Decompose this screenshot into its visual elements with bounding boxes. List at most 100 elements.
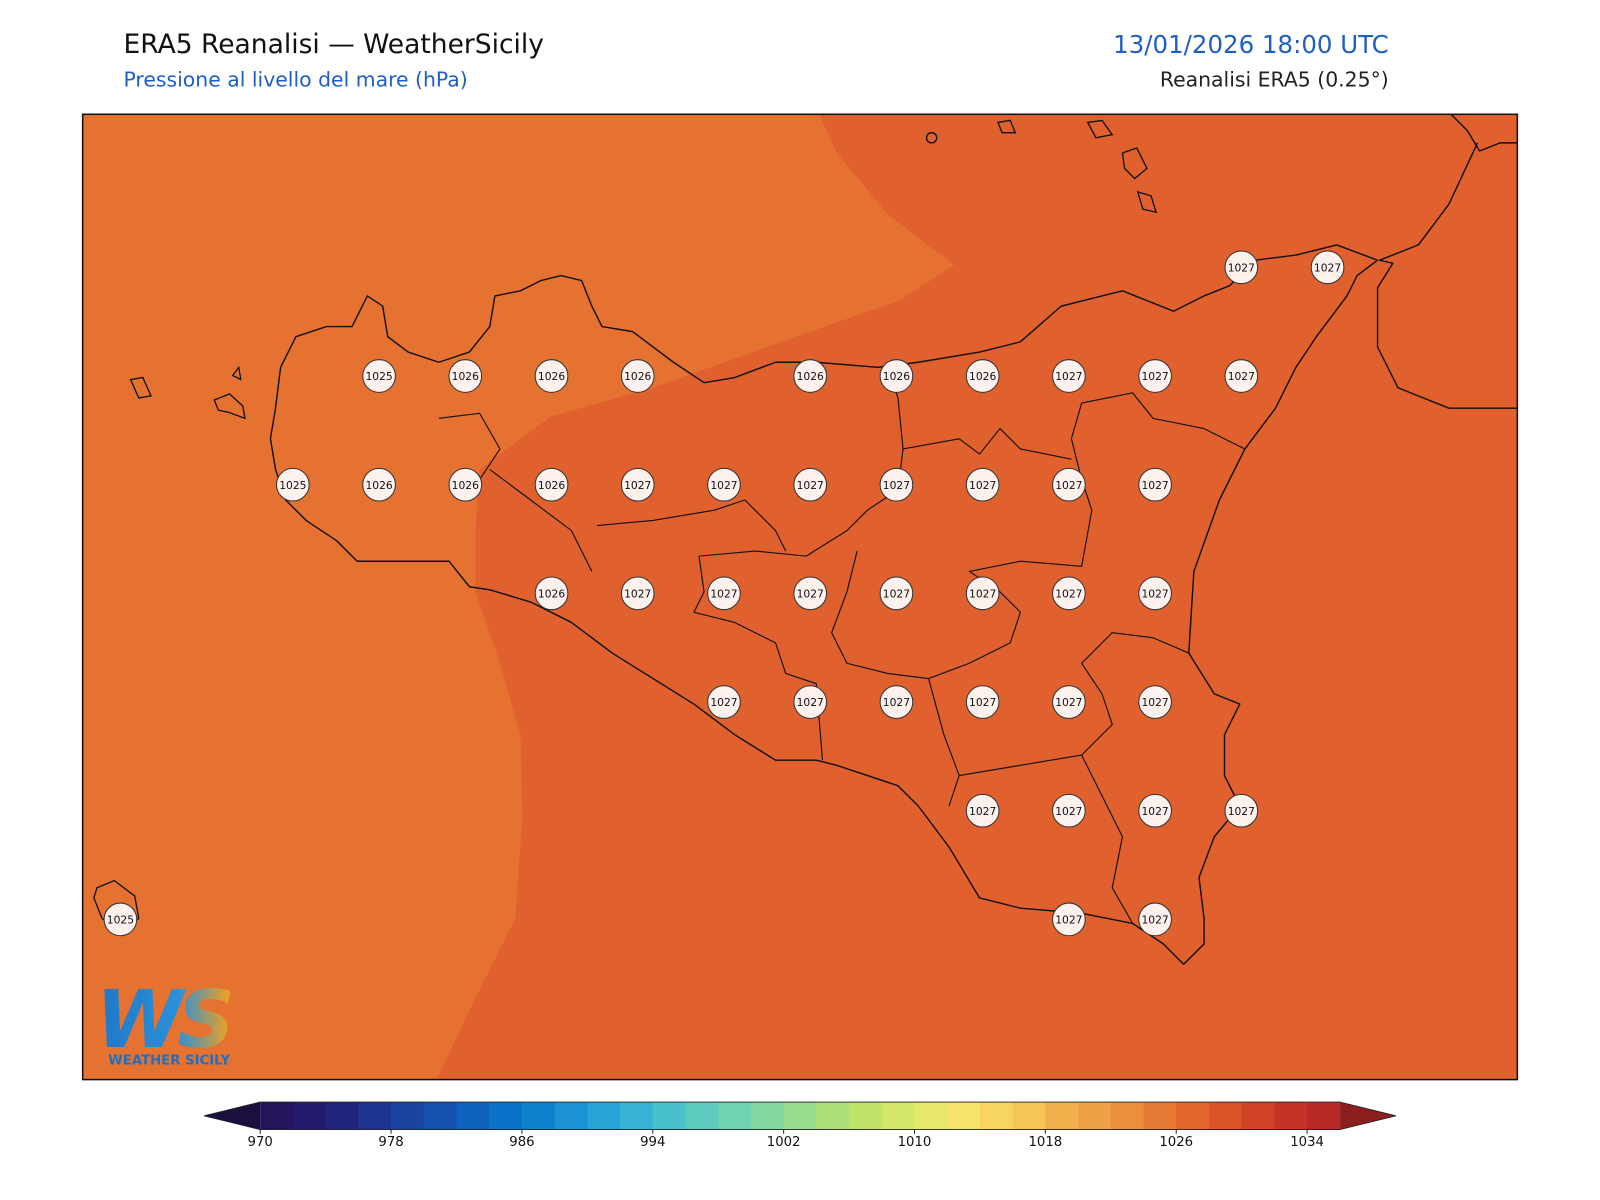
station-value: 1026 [797,370,824,383]
station-marker [1052,467,1086,502]
colorbar-tick-label: 994 [640,1135,665,1150]
station-marker [620,576,655,611]
station-marker [793,359,828,393]
station-value: 1025 [279,479,306,492]
colorbar-outline [203,1101,1397,1131]
station-marker [534,467,569,502]
colorbar-over [1339,1102,1396,1130]
title: ERA5 Reanalisi — WeatherSicily [123,29,544,60]
station-marker [707,685,741,719]
station-marker [879,576,914,611]
colorbar-swatch [783,1102,817,1130]
station-marker [793,685,828,719]
station-value: 1026 [365,479,392,492]
islands [93,119,1158,935]
station-value: 1027 [1055,696,1082,709]
colorbar-swatch [750,1102,785,1130]
colorbar-swatch [260,1102,294,1130]
station-value: 1027 [1141,370,1168,383]
colorbar-swatch [914,1102,948,1130]
station-value: 1027 [624,587,651,600]
station-marker [1052,793,1086,828]
station-marker [793,576,828,611]
station-marker [1224,359,1259,393]
station-value: 1026 [538,587,565,600]
station-marker [1224,793,1259,828]
colorbar-swatch [620,1102,654,1130]
station-value: 1027 [1055,587,1082,600]
station-marker [1138,902,1172,937]
colorbar-swatch [554,1102,588,1130]
station-value: 1027 [797,696,824,709]
station-marker [1310,250,1345,285]
station-value: 1025 [365,370,392,383]
source: Reanalisi ERA5 (0.25°) [1160,68,1389,92]
station-value: 1027 [1055,805,1082,818]
station-value: 1027 [883,587,910,600]
station-marker [534,576,569,611]
station-value: 1025 [107,913,134,926]
colorbar-swatch [521,1102,556,1130]
station-value: 1027 [969,805,996,818]
station-marker [879,467,914,502]
station-value: 1026 [624,370,651,383]
colorbar-swatch [325,1102,359,1130]
station-value: 1027 [710,587,737,600]
coastline-sicily [269,244,1379,965]
station-marker [620,467,655,502]
colorbar-tick-label: 986 [509,1135,534,1150]
station-marker [1138,793,1172,828]
subtitle: Pressione al livello del mare (hPa) [123,68,467,92]
colorbar-swatch [358,1102,392,1130]
colorbar-tick-label: 1034 [1290,1135,1324,1150]
station-marker [1052,685,1086,719]
colorbar-swatch [1241,1102,1275,1130]
colorbar-swatch [423,1102,458,1130]
colorbar-swatch [685,1102,719,1130]
colorbar-swatch [718,1102,752,1130]
station-marker [362,467,396,502]
station-value: 1027 [1055,913,1082,926]
station-marker [1052,576,1086,611]
station-value: 1027 [797,479,824,492]
colorbar-tick-label: 1018 [1028,1135,1062,1150]
colorbar-swatch [947,1102,981,1130]
colorbar: 970 978 986 994 1002 1010 1018 1026 1034 [203,1101,1397,1150]
station-value: 1027 [1228,261,1255,274]
station-marker [103,902,138,937]
station-value: 1027 [797,587,824,600]
station-marker [879,359,914,393]
colorbar-swatch [1307,1102,1341,1130]
colorbar-tick-label: 1026 [1159,1135,1193,1150]
logo: WS WEATHER SICILY [96,973,237,1068]
station-marker [707,467,741,502]
station-value: 1027 [1141,587,1168,600]
station-marker [276,467,310,502]
colorbar-swatch [292,1102,327,1130]
station-value: 1027 [969,587,996,600]
map-frame [81,113,1519,1081]
colorbar-tick-label: 1002 [767,1135,801,1150]
station-value: 1027 [1141,696,1168,709]
station-value: 1027 [883,696,910,709]
colorbar-swatch [881,1102,916,1130]
station-value: 1027 [1141,479,1168,492]
station-marker [448,359,483,393]
station-value: 1026 [969,370,996,383]
station-marker [965,685,1000,719]
station-marker [965,467,1000,502]
station-value: 1027 [1055,370,1082,383]
colorbar-swatch [1012,1102,1046,1130]
station-value: 1027 [710,479,737,492]
station-value: 1027 [1141,913,1168,926]
stations: 1027 1027 1025 1026 1026 1026 1026 1026 1026 1027… [103,250,1345,937]
station-marker [965,359,1000,393]
station-marker [965,793,1000,828]
datetime: 13/01/2026 18:00 UTC [1113,30,1389,59]
station-value: 1027 [969,479,996,492]
station-marker [707,576,741,611]
station-value: 1026 [538,370,565,383]
